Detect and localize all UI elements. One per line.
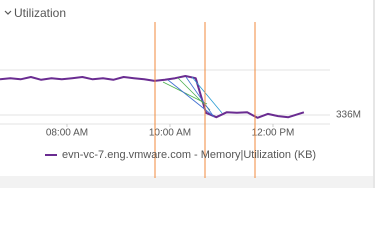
- series-line: [0, 75, 305, 119]
- y-tick-label: 336M: [336, 110, 361, 121]
- x-tick-label: 10:00 AM: [149, 128, 191, 139]
- correlation-lines: [162, 76, 223, 118]
- x-tick-label: 08:00 AM: [46, 128, 88, 139]
- footer-band: [0, 176, 375, 188]
- x-tick-label: 12:00 PM: [252, 128, 295, 139]
- chart-panel: Utilization 336M 08:00 AM 10:00 AM 12:00 PM…: [0, 0, 375, 188]
- panel-title: Utilization: [14, 6, 66, 20]
- panel-border: [373, 0, 375, 188]
- legend-label: evn-vc-7.eng.vmware.com - Memory|Utiliza…: [62, 149, 316, 161]
- collapse-chevron[interactable]: [4, 10, 12, 15]
- event-markers: [154, 22, 256, 178]
